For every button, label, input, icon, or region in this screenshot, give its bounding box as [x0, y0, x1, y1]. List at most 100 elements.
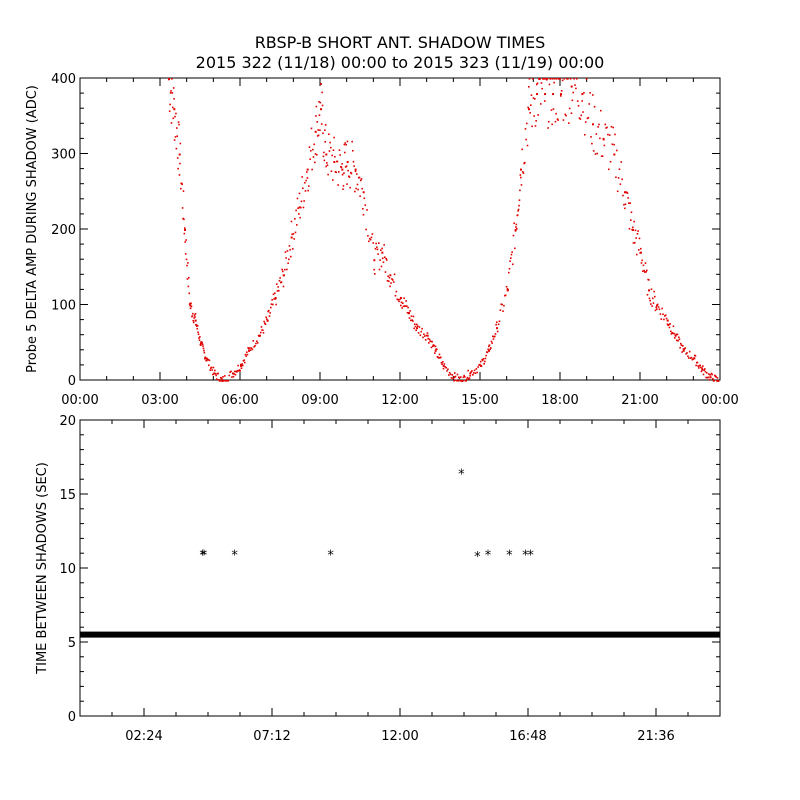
data-point — [373, 268, 375, 271]
data-point — [210, 366, 213, 369]
data-point — [182, 190, 185, 192]
data-point — [506, 289, 509, 292]
data-point — [302, 187, 304, 190]
data-point — [431, 340, 433, 343]
data-point — [422, 336, 424, 339]
data-point — [690, 356, 693, 359]
data-point: * — [199, 549, 206, 564]
data-point — [336, 160, 339, 163]
data-point — [350, 171, 352, 174]
data-point — [520, 176, 522, 179]
data-point — [286, 250, 289, 252]
data-point — [341, 173, 344, 176]
data-point — [447, 368, 449, 371]
data-point — [238, 369, 241, 371]
data-point — [276, 283, 278, 285]
data-point — [183, 218, 185, 221]
data-point — [513, 222, 515, 225]
data-point — [303, 200, 305, 202]
data-point: * — [327, 549, 334, 564]
data-point — [636, 232, 639, 235]
data-point — [676, 339, 678, 342]
data-point — [406, 305, 408, 307]
data-point — [540, 82, 543, 84]
data-point — [681, 351, 683, 353]
data-point — [240, 364, 242, 367]
data-point — [490, 340, 493, 343]
data-point — [563, 78, 566, 80]
data-point — [469, 372, 472, 375]
data-point — [321, 91, 323, 94]
data-point — [711, 373, 713, 376]
data-point — [174, 115, 176, 118]
data-point — [532, 97, 535, 99]
data-point — [656, 304, 658, 307]
data-point — [292, 248, 294, 250]
data-point — [230, 370, 232, 373]
data-point — [416, 325, 419, 327]
data-point — [458, 376, 460, 379]
data-point — [305, 179, 307, 182]
data-point — [179, 142, 182, 145]
data-point — [371, 233, 374, 235]
data-point — [310, 149, 312, 152]
data-point — [406, 311, 409, 314]
data-point — [192, 312, 194, 315]
data-point — [300, 206, 302, 209]
data-point — [657, 306, 660, 308]
data-point — [183, 232, 186, 235]
x-tick-label: 18:00 — [541, 393, 578, 408]
data-point — [262, 329, 264, 331]
data-point — [426, 334, 429, 337]
data-point — [251, 348, 254, 351]
x-tick-label: 00:00 — [61, 393, 98, 408]
data-point — [169, 92, 172, 94]
data-point — [229, 371, 231, 373]
data-point — [323, 151, 325, 154]
y-tick-label: 20 — [59, 414, 76, 429]
data-point — [444, 366, 447, 368]
top-panel: 00:00 03:00 06:00 09:00 12:00 15:00 18:00 21:00… — [25, 72, 739, 408]
data-point — [504, 294, 507, 297]
data-point — [249, 349, 252, 351]
data-point — [194, 319, 197, 322]
data-point — [410, 315, 413, 317]
data-point — [278, 289, 280, 292]
data-point — [308, 185, 310, 187]
data-point — [369, 238, 372, 241]
data-point — [515, 226, 517, 228]
data-point — [175, 147, 178, 150]
data-point — [581, 100, 583, 102]
data-point — [198, 337, 200, 339]
data-point — [524, 161, 526, 164]
data-point — [710, 372, 713, 375]
data-point — [685, 353, 687, 355]
data-point — [492, 338, 495, 340]
data-point — [525, 138, 527, 141]
data-point — [592, 150, 595, 152]
x-tick-label: 21:36 — [637, 729, 674, 744]
data-point — [380, 265, 383, 268]
data-point — [543, 78, 545, 80]
data-point — [324, 124, 327, 126]
data-point — [499, 309, 502, 312]
data-point — [684, 347, 687, 349]
data-point — [532, 78, 534, 80]
data-point — [440, 356, 442, 359]
data-point — [557, 119, 559, 121]
data-point — [416, 327, 418, 330]
data-point — [589, 92, 591, 94]
data-point — [367, 234, 369, 237]
data-point — [600, 155, 603, 157]
data-point — [343, 172, 345, 174]
data-point — [488, 344, 491, 346]
data-point — [265, 316, 267, 319]
data-point — [670, 333, 673, 335]
data-point — [528, 108, 530, 111]
data-point — [603, 144, 606, 147]
data-point — [648, 297, 651, 300]
data-point — [290, 220, 293, 223]
data-point — [613, 143, 615, 146]
data-point — [522, 171, 524, 173]
data-point — [335, 171, 337, 174]
